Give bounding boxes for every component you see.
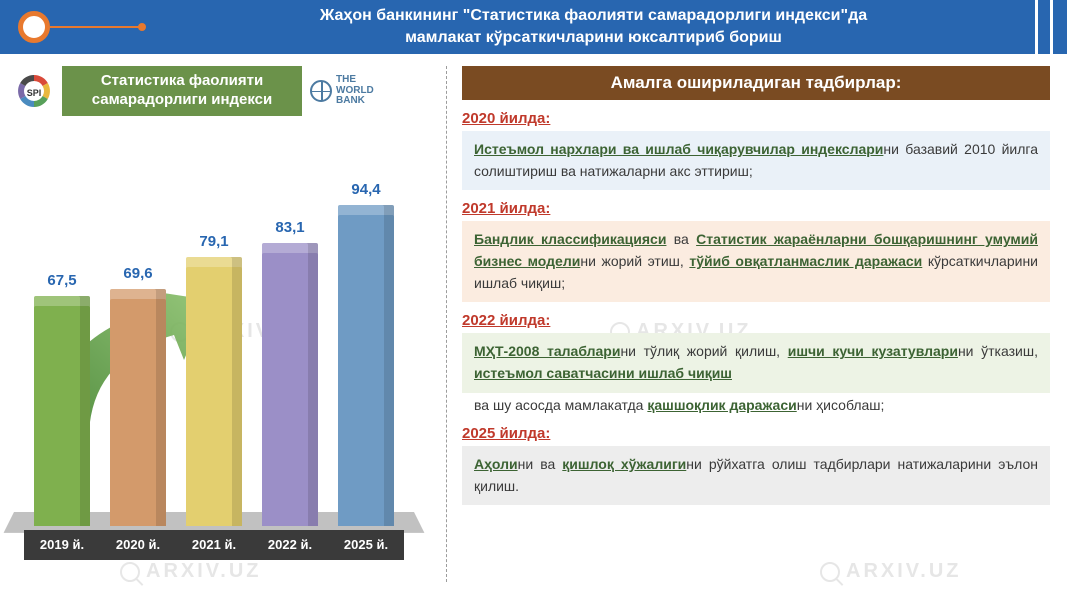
year-text-box: Истеъмол нархлари ва ишлаб чиқарувчилар … xyxy=(462,131,1050,190)
year-label: 2020 йилда: xyxy=(462,110,1050,127)
bars-container: 67,5 69,6 79,1 83,1 94,4 xyxy=(24,166,404,526)
chart-title-line1: Статистика фаолияти xyxy=(101,72,263,89)
watermark: ARXIV.UZ xyxy=(820,560,962,583)
world-bank-logo-icon: THE WORLD BANK xyxy=(310,75,374,107)
bar-value-label: 79,1 xyxy=(186,233,242,250)
underlined-term: қашшоқлик даражаси xyxy=(647,397,796,413)
spi-logo-icon: SPI xyxy=(14,71,54,111)
underlined-term: Аҳоли xyxy=(474,456,518,472)
measures-block: Амалга ошириладиган тадбирлар: 2020 йилд… xyxy=(462,66,1050,505)
bar: 94,4 xyxy=(338,205,394,526)
bar-value-label: 67,5 xyxy=(34,272,90,289)
header-decor-line xyxy=(50,26,140,28)
header-decor-dot xyxy=(138,23,146,31)
chart-title-box: Статистика фаолияти самарадорлиги индекс… xyxy=(62,66,302,116)
year-label: 2025 йилда: xyxy=(462,425,1050,442)
year-block: 2021 йилда: Бандлик классификацияси ва Ст… xyxy=(462,200,1050,302)
year-text-box: МҲТ-2008 талабларини тўлиқ жорий қилиш, … xyxy=(462,333,1050,392)
bar-value-label: 94,4 xyxy=(338,181,394,198)
bar: 79,1 xyxy=(186,257,242,526)
x-axis-label: 2020 й. xyxy=(116,537,160,552)
header-right-decor xyxy=(1035,0,1053,54)
plain-text: ни тўлиқ жорий қилиш, xyxy=(620,343,787,359)
bar-chart: 67,5 69,6 79,1 83,1 94,4 2019 й. 2020 й. 2021 … xyxy=(14,140,414,560)
plain-text: ни ва xyxy=(518,456,563,472)
wb-line1: THE xyxy=(336,75,374,86)
plain-text: ва шу асосда мамлакатда xyxy=(474,397,647,413)
bar: 67,5 xyxy=(34,296,90,526)
plain-text: ни ҳисоблаш; xyxy=(797,397,885,413)
chart-title-line2: самарадорлиги индекси xyxy=(92,91,273,108)
page-title: Жаҳон банкининг "Статистика фаолияти сам… xyxy=(0,0,1067,55)
year-text-box: Бандлик классификацияси ва Статистик жар… xyxy=(462,221,1050,302)
x-axis: 2019 й. 2020 й. 2021 й. 2022 й. 2025 й. xyxy=(24,530,404,560)
x-axis-label: 2021 й. xyxy=(192,537,236,552)
plain-text: ва xyxy=(666,231,696,247)
globe-icon xyxy=(310,80,332,102)
year-label: 2022 йилда: xyxy=(462,312,1050,329)
underlined-term: МҲТ-2008 талаблари xyxy=(474,343,620,359)
chart-block: SPI Статистика фаолияти самарадорлиги ин… xyxy=(14,66,434,580)
year-block: 2025 йилда: Аҳолини ва қишлоқ хўжалигини … xyxy=(462,425,1050,505)
page-title-line2: мамлакат кўрсаткичларини юксалтириб бори… xyxy=(405,29,782,46)
underlined-term: Бандлик классификацияси xyxy=(474,231,666,247)
page-title-line1: Жаҳон банкининг "Статистика фаолияти сам… xyxy=(320,7,867,24)
vertical-divider xyxy=(446,66,447,582)
bar: 69,6 xyxy=(110,289,166,526)
bar: 83,1 xyxy=(262,243,318,526)
year-extra-line: ва шу асосда мамлакатда қашшоқлик даража… xyxy=(462,393,1050,415)
x-axis-label: 2022 й. xyxy=(268,537,312,552)
x-axis-label: 2019 й. xyxy=(40,537,84,552)
underlined-term: истеъмол саватчасини ишлаб чиқиш xyxy=(474,365,732,381)
underlined-term: Истеъмол нархлари ва ишлаб чиқарувчилар … xyxy=(474,141,883,157)
measures-title: Амалга ошириладиган тадбирлар: xyxy=(462,66,1050,100)
bar-value-label: 69,6 xyxy=(110,265,166,282)
plain-text: ни жорий этиш, xyxy=(580,253,689,269)
chart-header: SPI Статистика фаолияти самарадорлиги ин… xyxy=(14,66,434,116)
underlined-term: қишлоқ хўжалиги xyxy=(562,456,686,472)
year-block: 2020 йилда: Истеъмол нархлари ва ишлаб чи… xyxy=(462,110,1050,190)
underlined-term: ишчи кучи кузатувлари xyxy=(788,343,958,359)
bar-value-label: 83,1 xyxy=(262,219,318,236)
year-block: 2022 йилда: МҲТ-2008 талабларини тўлиқ жо… xyxy=(462,312,1050,414)
wb-line3: BANK xyxy=(336,96,374,107)
x-axis-label: 2025 й. xyxy=(344,537,388,552)
year-text-box: Аҳолини ва қишлоқ хўжалигини рўйхатга ол… xyxy=(462,446,1050,505)
plain-text: ни ўтказиш, xyxy=(958,343,1038,359)
underlined-term: тўйиб овқатланмаслик даражаси xyxy=(689,253,922,269)
header-bullet-icon xyxy=(18,11,50,43)
spi-text: SPI xyxy=(27,88,42,98)
header-bar: Жаҳон банкининг "Статистика фаолияти сам… xyxy=(0,0,1067,54)
year-label: 2021 йилда: xyxy=(462,200,1050,217)
